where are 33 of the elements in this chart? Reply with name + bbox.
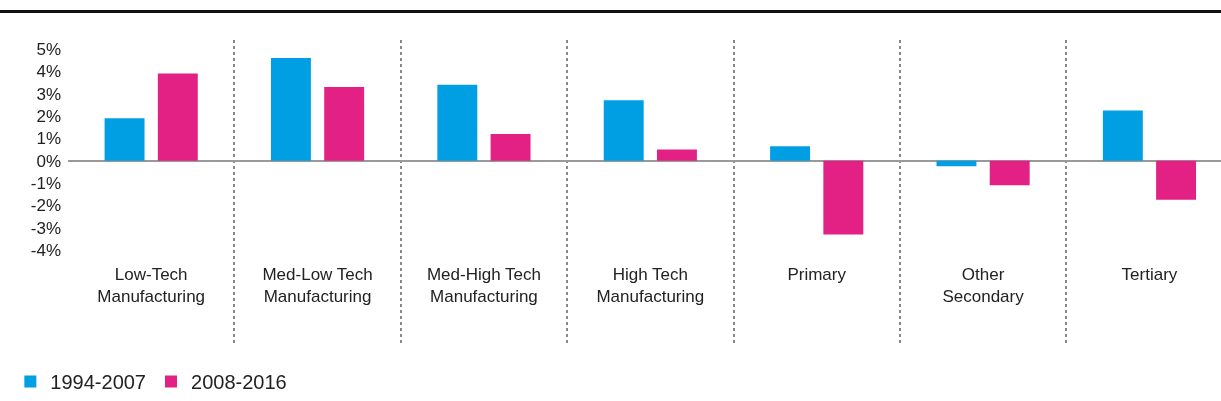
y-tick-label: -3% [30, 218, 61, 238]
y-tick-label: 4% [36, 62, 61, 82]
x-tick-label: Primary [787, 264, 847, 284]
legend-label: 1994-2007 [50, 371, 147, 394]
y-tick-label: 0% [36, 151, 61, 171]
x-tick-label: High Tech Manufacturing [596, 264, 705, 307]
bar [270, 57, 311, 161]
bar [1156, 160, 1197, 200]
bar [437, 84, 478, 161]
bar [157, 73, 198, 161]
bar [936, 160, 977, 167]
bar [823, 160, 864, 235]
bar [104, 118, 145, 161]
bar [989, 160, 1030, 186]
y-tick-label: 3% [36, 84, 61, 104]
x-tick-label: Low-Tech Manufacturing [97, 264, 206, 307]
y-tick-label: 5% [36, 39, 61, 59]
bar [1102, 110, 1143, 161]
bar [324, 86, 365, 161]
bar [656, 149, 697, 161]
y-tick-label: 1% [36, 129, 61, 149]
y-tick-label: -2% [30, 196, 61, 216]
x-tick-label: Tertiary [1121, 264, 1178, 284]
y-tick-label: 2% [36, 106, 61, 126]
x-tick-label: Med-High Tech Manufacturing [426, 264, 541, 307]
y-tick-label: -4% [30, 241, 61, 261]
x-tick-label: Other Secondary [942, 264, 1025, 307]
bar [603, 100, 644, 161]
y-tick-label: -1% [30, 174, 61, 194]
legend-label: 2008-2016 [191, 371, 287, 394]
bar [770, 146, 811, 161]
bar [490, 133, 531, 161]
x-tick-label: Med-Low Tech Manufacturing [262, 264, 373, 307]
